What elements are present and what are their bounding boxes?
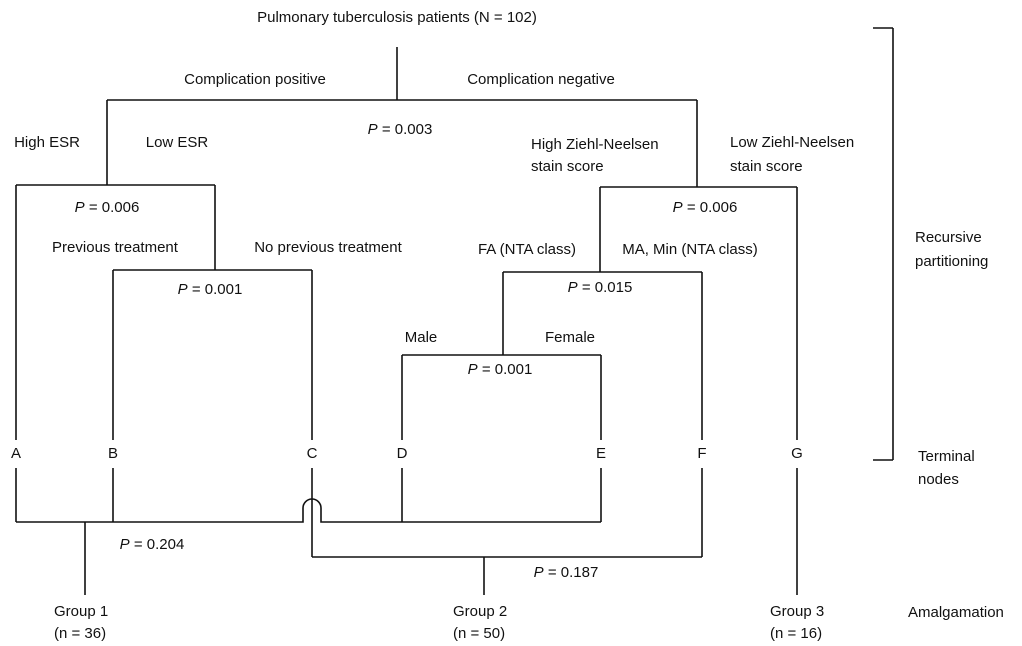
branch-label: Complication positive [184, 71, 326, 88]
p-value: P = 0.006 [75, 199, 140, 216]
p-value: P = 0.003 [368, 121, 433, 138]
p-symbol: P [75, 199, 85, 216]
bracket [873, 27, 894, 461]
p-symbol: P [568, 279, 578, 296]
terminal-node: E [596, 445, 606, 462]
side-label: nodes [918, 471, 959, 488]
group-name: Group 2 [453, 603, 507, 620]
amalgamation-lines [15, 468, 798, 595]
p-symbol: P [534, 564, 544, 581]
p-value: P = 0.001 [468, 361, 533, 378]
p-value: P = 0.187 [534, 564, 599, 581]
branch-label: Male [405, 329, 438, 346]
branch-label: FA (NTA class) [478, 241, 576, 258]
tree-lines [15, 47, 798, 440]
p-text: = 0.187 [548, 564, 598, 581]
branch-label: stain score [531, 158, 604, 175]
branch-label: stain score [730, 158, 803, 175]
root-label: Pulmonary tuberculosis patients (N = 102… [257, 9, 537, 26]
branch-label: Previous treatment [52, 239, 179, 256]
branch-label: Complication negative [467, 71, 615, 88]
p-symbol: P [368, 121, 378, 138]
branch-label: High Ziehl-Neelsen [531, 136, 659, 153]
side-label: Amalgamation [908, 604, 1004, 621]
p-text: = 0.001 [482, 361, 532, 378]
p-symbol: P [673, 199, 683, 216]
p-symbol: P [468, 361, 478, 378]
branch-label: Low Ziehl-Neelsen [730, 134, 854, 151]
p-text: = 0.003 [382, 121, 432, 138]
side-label: Recursive [915, 229, 982, 246]
p-text: = 0.006 [687, 199, 737, 216]
p-text: = 0.204 [134, 536, 184, 553]
p-text: = 0.015 [582, 279, 632, 296]
branch-label: Female [545, 329, 595, 346]
group-size: (n = 50) [453, 625, 505, 642]
group-name: Group 3 [770, 603, 824, 620]
terminal-node: A [11, 445, 21, 462]
p-value: P = 0.006 [673, 199, 738, 216]
branch-label: Low ESR [146, 134, 209, 151]
terminal-node: C [307, 445, 318, 462]
terminal-node: F [697, 445, 706, 462]
p-value: P = 0.001 [178, 281, 243, 298]
branch-label: MA, Min (NTA class) [622, 241, 758, 258]
p-value: P = 0.204 [120, 536, 185, 553]
group-size: (n = 16) [770, 625, 822, 642]
side-label: Terminal [918, 448, 975, 465]
side-label: partitioning [915, 253, 988, 270]
p-symbol: P [120, 536, 130, 553]
terminal-node: B [108, 445, 118, 462]
p-text: = 0.001 [192, 281, 242, 298]
p-symbol: P [178, 281, 188, 298]
p-text: = 0.006 [89, 199, 139, 216]
branch-label: No previous treatment [254, 239, 402, 256]
branch-label: High ESR [14, 134, 80, 151]
p-value: P = 0.015 [568, 279, 633, 296]
group-size: (n = 36) [54, 625, 106, 642]
group-name: Group 1 [54, 603, 108, 620]
terminal-node: D [397, 445, 408, 462]
terminal-node: G [791, 445, 803, 462]
